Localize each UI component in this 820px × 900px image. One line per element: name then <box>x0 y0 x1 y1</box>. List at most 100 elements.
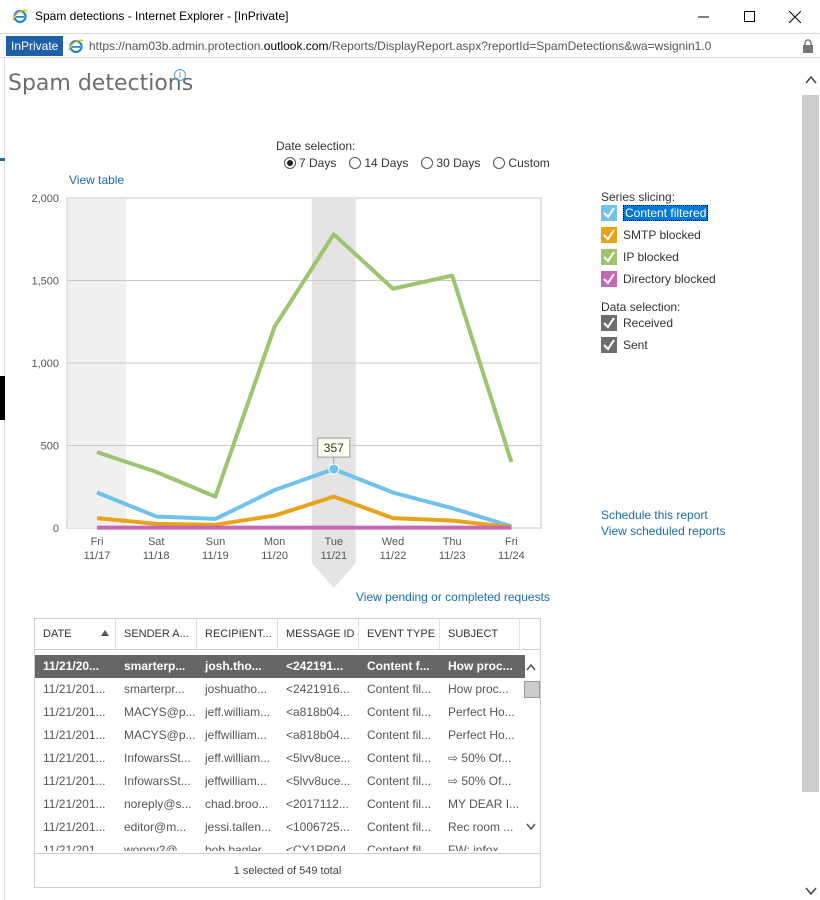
radio-label: Custom <box>508 156 550 170</box>
table-cell: jeff.william... <box>205 705 271 719</box>
table-row[interactable]: 11/21/201... wongy2@... bob.bagler... <CY1P… <box>35 839 525 851</box>
radio-custom[interactable]: Custom <box>493 156 550 170</box>
data-selection-label: Data selection: <box>601 300 681 314</box>
column-header-label: DATE <box>43 628 72 640</box>
x-tick-label: Fri <box>91 536 104 548</box>
table-cell: smarterpr... <box>124 682 185 696</box>
view-pending-requests-link[interactable]: View pending or completed requests <box>356 590 550 604</box>
legend-directory-blocked[interactable]: Directory blocked <box>601 271 716 287</box>
table-header: DATE SENDER A... RECIPIENT... MESSAGE ID… <box>35 619 540 650</box>
x-tick-label: Mon <box>264 536 285 548</box>
table-cell: jessi.tallen... <box>205 820 272 834</box>
table-cell: <1006725... <box>286 820 350 834</box>
table-row[interactable]: 11/21/20... smarterp... josh.tho... <242191… <box>35 655 525 678</box>
radio-7-days[interactable]: 7 Days <box>284 156 336 170</box>
legend-ip-blocked[interactable]: IP blocked <box>601 249 679 265</box>
y-tick-label: 500 <box>41 441 59 453</box>
radio-button-icon[interactable] <box>349 157 362 169</box>
legend-content-filtered[interactable]: Content filtered <box>601 205 709 221</box>
checkbox-icon[interactable] <box>601 271 617 287</box>
data-sent-checkbox[interactable]: Sent <box>601 337 648 353</box>
table-cell: ⇨ 50% Of... <box>448 774 512 788</box>
maximize-button[interactable] <box>726 0 772 33</box>
maximize-icon <box>743 11 755 22</box>
column-header-subject[interactable]: SUBJECT <box>440 619 520 649</box>
table-scrollbar-thumb[interactable] <box>524 681 540 698</box>
lock-icon[interactable] <box>802 39 814 53</box>
legend-smtp-blocked[interactable]: SMTP blocked <box>601 227 701 243</box>
minimize-button[interactable] <box>680 0 726 33</box>
radio-button-icon[interactable] <box>421 157 434 169</box>
radio-button-icon[interactable] <box>284 157 296 169</box>
table-row[interactable]: 11/21/201... MACYS@p... jeffwilliam... <a81… <box>35 724 525 747</box>
data-received-checkbox[interactable]: Received <box>601 315 673 331</box>
view-table-link[interactable]: View table <box>69 173 125 187</box>
table-cell: chad.broo... <box>205 797 269 811</box>
highlight-pointer <box>311 528 356 588</box>
table-cell: 11/21/201... <box>43 774 106 788</box>
checkbox-icon[interactable] <box>601 337 617 353</box>
series-slicing-label: Series slicing: <box>601 190 676 204</box>
table-cell: 11/21/201... <box>43 797 106 811</box>
table-cell: <a818b04... <box>286 705 350 719</box>
window-scrollbar[interactable] <box>802 58 820 900</box>
inprivate-badge: InPrivate <box>6 36 64 56</box>
chevron-up-icon[interactable] <box>526 663 536 671</box>
table-row[interactable]: 11/21/201... MACYS@p... jeff.william... <a8… <box>35 701 525 724</box>
column-header-sender[interactable]: SENDER A... <box>116 619 197 649</box>
table-cell: Content f... <box>367 659 430 673</box>
table-row[interactable]: 11/21/201... editor@m... jessi.tallen... <1… <box>35 816 525 839</box>
radio-14-days[interactable]: 14 Days <box>349 156 408 170</box>
window-scrollbar-thumb[interactable] <box>802 95 819 792</box>
column-header-event-type[interactable]: EVENT TYPE <box>359 619 440 649</box>
close-button[interactable] <box>772 0 818 33</box>
url-field[interactable]: https://nam03b.admin.protection.outlook.… <box>89 39 711 53</box>
table-cell: <a818b04... <box>286 728 350 742</box>
x-tick-label: 11/18 <box>143 550 170 562</box>
table-cell: InfowarsSt... <box>124 751 191 765</box>
chevron-down-icon[interactable] <box>526 823 536 831</box>
column-header-recipient[interactable]: RECIPIENT... <box>197 619 278 649</box>
radio-30-days[interactable]: 30 Days <box>421 156 480 170</box>
table-cell: jeff.william... <box>205 751 271 765</box>
x-tick-label: Sun <box>206 536 226 548</box>
messages-table: DATE SENDER A... RECIPIENT... MESSAGE ID… <box>34 618 541 888</box>
table-cell: 11/21/20... <box>43 659 100 673</box>
series-line-smtp-blocked <box>96 494 512 530</box>
internet-explorer-icon <box>12 9 28 24</box>
checkbox-icon[interactable] <box>601 249 617 265</box>
table-row[interactable]: 11/21/201... InfowarsSt... jeff.william...… <box>35 747 525 770</box>
chevron-down-icon[interactable] <box>805 886 817 896</box>
table-cell: Perfect Ho... <box>448 728 515 742</box>
table-cell: <2421916... <box>286 682 350 696</box>
x-tick-label: Wed <box>382 536 404 548</box>
table-cell: 11/21/201... <box>43 682 106 696</box>
checkbox-icon[interactable] <box>601 227 617 243</box>
column-header-label: SUBJECT <box>448 628 499 640</box>
table-cell: How proc... <box>448 659 513 673</box>
column-header-date[interactable]: DATE <box>35 619 116 649</box>
radio-button-icon[interactable] <box>493 157 506 169</box>
schedule-report-link[interactable]: Schedule this report <box>601 508 708 522</box>
window-title: Spam detections - Internet Explorer - [I… <box>35 9 289 23</box>
data-option-label: Received <box>623 316 674 330</box>
table-cell: Content fil... <box>367 728 432 742</box>
table-cell: bob.bagler... <box>205 843 272 851</box>
table-row[interactable]: 11/21/201... InfowarsSt... jeffwilliam... <… <box>35 770 525 793</box>
radio-label: 30 Days <box>436 156 481 170</box>
table-cell: MACYS@p... <box>124 705 196 719</box>
table-row[interactable]: 11/21/201... noreply@s... chad.broo... <201… <box>35 793 525 816</box>
spam-detections-chart: 0 500 1,000 1,500 2,000 Fri 11/17 Sat 11/18 Sun 11… <box>31 193 542 588</box>
table-scrollbar[interactable] <box>523 655 540 851</box>
table-cell: editor@m... <box>124 820 187 834</box>
chevron-up-icon[interactable] <box>805 75 817 85</box>
checkbox-icon[interactable] <box>601 315 617 331</box>
table-cell: Content fil... <box>367 705 432 719</box>
info-icon[interactable]: i <box>174 69 186 81</box>
view-scheduled-reports-link[interactable]: View scheduled reports <box>601 524 726 538</box>
table-row[interactable]: 11/21/201... smarterpr... joshuatho... <242… <box>35 678 525 701</box>
table-cell: 11/21/201... <box>43 705 106 719</box>
background-window-edge <box>0 58 5 900</box>
checkbox-icon[interactable] <box>601 205 617 221</box>
column-header-message-id[interactable]: MESSAGE ID <box>278 619 359 649</box>
